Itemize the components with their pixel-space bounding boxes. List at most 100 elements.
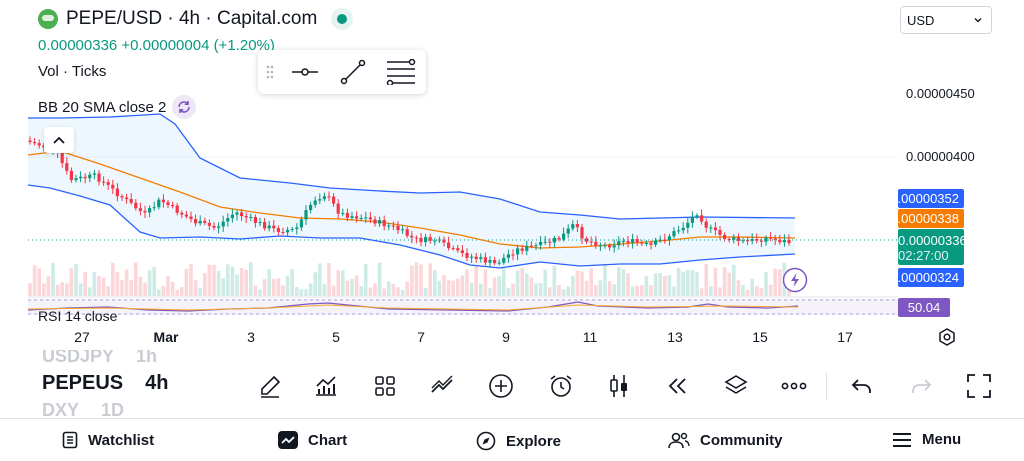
chart-title[interactable]: PEPE/USD · 4h · Capital.com <box>38 8 354 30</box>
collapse-legend-button[interactable] <box>44 127 74 153</box>
volume-bar <box>433 270 437 296</box>
symbol-option-prev[interactable]: USDJPY 1h <box>42 350 157 367</box>
trend-line-tool[interactable] <box>336 57 370 87</box>
candle-body <box>644 242 648 244</box>
time-axis-label: 13 <box>667 329 683 345</box>
candle-body <box>332 196 336 204</box>
volume-bar <box>373 283 377 296</box>
volume-legend[interactable]: Vol · Ticks <box>38 63 107 80</box>
compare-button[interactable] <box>425 368 461 404</box>
nav-item-watchlist[interactable]: Watchlist <box>62 431 154 449</box>
price-chart[interactable] <box>0 100 900 300</box>
volume-bar <box>46 276 51 296</box>
rsi-legend[interactable]: RSI 14 close <box>38 308 118 324</box>
candle-body <box>281 231 285 233</box>
undo-button[interactable] <box>844 368 880 404</box>
candle-body <box>327 196 331 198</box>
alert-button[interactable] <box>543 368 579 404</box>
candle-body <box>322 196 326 200</box>
candle-body <box>249 217 253 219</box>
layouts-button[interactable] <box>367 368 403 404</box>
candle-body <box>97 173 101 182</box>
volume-bar <box>28 283 32 296</box>
candle-body <box>37 143 41 146</box>
volume-bar <box>621 268 626 296</box>
volume-bar <box>42 283 46 296</box>
volume-bar <box>520 267 524 296</box>
volume-bar <box>515 270 520 296</box>
volume-bar <box>437 280 442 296</box>
volume-bar <box>483 269 488 296</box>
candle-body <box>769 237 773 239</box>
candle-body <box>589 241 593 243</box>
currency-select[interactable]: USD <box>900 6 992 34</box>
candle-body <box>654 240 658 245</box>
candle-body <box>608 245 612 248</box>
candle-body <box>148 207 152 213</box>
volume-bar <box>469 282 474 296</box>
volume-bar <box>672 286 676 296</box>
candle-body <box>106 182 110 185</box>
chart-icon <box>278 431 298 449</box>
bollinger-legend[interactable]: BB 20 SMA close 2 <box>38 95 197 119</box>
volume-bar <box>713 267 718 296</box>
horizontal-line-icon <box>292 68 318 76</box>
volume-bar <box>322 284 327 296</box>
nav-item-community[interactable]: Community <box>668 431 783 449</box>
volume-bar <box>598 280 603 296</box>
candle-body <box>129 199 133 203</box>
candle-body <box>414 237 418 239</box>
candle-body <box>290 228 294 230</box>
symbol-option-next[interactable]: DXY 1D <box>42 400 124 416</box>
indicators-button[interactable] <box>308 368 344 404</box>
volume-bar <box>442 275 446 296</box>
volume-bar <box>759 288 764 296</box>
volume-bar <box>502 267 506 296</box>
time-axis-label: 7 <box>417 329 425 345</box>
volume-bar <box>60 282 64 296</box>
time-axis[interactable]: 27 Mar 3 5 7 9 11 13 15 17 <box>0 320 900 350</box>
nav-item-chart[interactable]: Chart <box>278 431 347 449</box>
more-button[interactable] <box>776 368 812 404</box>
symbol-picker[interactable]: USDJPY 1h PEPEUS 4h DXY 1D <box>38 350 188 416</box>
volume-bar <box>101 277 106 296</box>
nav-item-menu[interactable]: Menu <box>892 431 961 448</box>
chart-settings-icon[interactable] <box>937 327 957 347</box>
candles <box>28 136 791 268</box>
price-change: 0.00000336 +0.00000004 (+1.20%) <box>38 37 275 54</box>
candle-body <box>557 237 561 240</box>
plus-circle-icon <box>489 374 513 398</box>
candle-body <box>276 228 280 232</box>
alarm-clock-icon <box>550 375 572 397</box>
candle-body <box>621 240 625 242</box>
chart-type-button[interactable] <box>601 368 637 404</box>
volume-bar <box>83 271 87 296</box>
symbol-option-current[interactable]: PEPEUS 4h <box>42 372 169 395</box>
volume-bar <box>778 269 782 296</box>
objects-button[interactable] <box>718 368 754 404</box>
fullscreen-button[interactable] <box>961 368 997 404</box>
candle-body <box>138 208 142 211</box>
candle-body <box>562 233 566 240</box>
watchlist-icon <box>62 431 78 449</box>
candle-body <box>235 212 239 215</box>
candle-body <box>391 225 395 227</box>
horizontal-line-tool[interactable] <box>288 57 322 87</box>
nav-label: Explore <box>506 432 562 450</box>
volume-bar <box>295 287 299 296</box>
volume-bar <box>336 270 340 296</box>
volume-bar <box>658 273 662 296</box>
drag-handle-icon[interactable] <box>266 64 274 80</box>
fib-retracement-tool[interactable] <box>384 57 418 87</box>
candle-body <box>184 214 188 217</box>
redo-button[interactable] <box>903 368 939 404</box>
replay-button[interactable] <box>659 368 695 404</box>
volume-bar <box>55 284 60 296</box>
candle-body <box>470 256 474 258</box>
draw-button[interactable] <box>252 368 288 404</box>
rsi-pane[interactable] <box>28 298 898 316</box>
nav-item-explore[interactable]: Explore <box>476 431 561 451</box>
add-button[interactable] <box>483 368 519 404</box>
candle-body <box>612 245 616 248</box>
lightning-icon[interactable] <box>782 267 808 293</box>
